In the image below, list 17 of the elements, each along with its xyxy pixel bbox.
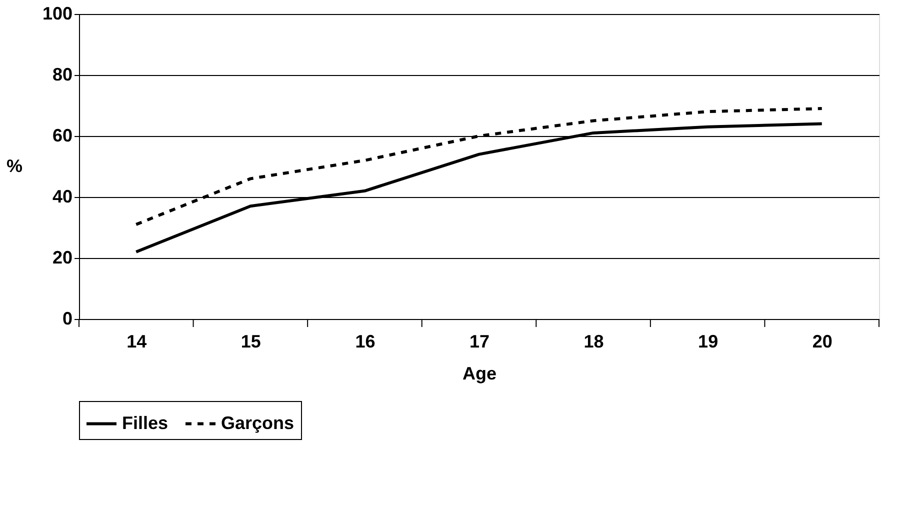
legend-label: Filles <box>122 412 168 433</box>
x-tick-label: 15 <box>240 332 261 352</box>
y-tick-label: 40 <box>52 186 72 206</box>
y-tick-label: 100 <box>42 4 72 24</box>
legend-label: Garçons <box>221 412 294 433</box>
y-tick-label: 20 <box>52 248 72 268</box>
y-tick-label: 0 <box>62 308 72 328</box>
y-axis-title: % <box>6 156 22 176</box>
x-tick-label: 20 <box>812 332 832 352</box>
y-tick-label: 80 <box>52 64 72 84</box>
x-tick-label: 19 <box>698 332 718 352</box>
x-axis-title: Age <box>462 364 497 384</box>
x-tick-label: 17 <box>469 332 490 352</box>
x-tick-label: 16 <box>355 332 376 352</box>
y-tick-label: 60 <box>52 126 72 146</box>
x-tick-label: 14 <box>126 332 147 352</box>
x-tick-label: 18 <box>584 332 604 352</box>
